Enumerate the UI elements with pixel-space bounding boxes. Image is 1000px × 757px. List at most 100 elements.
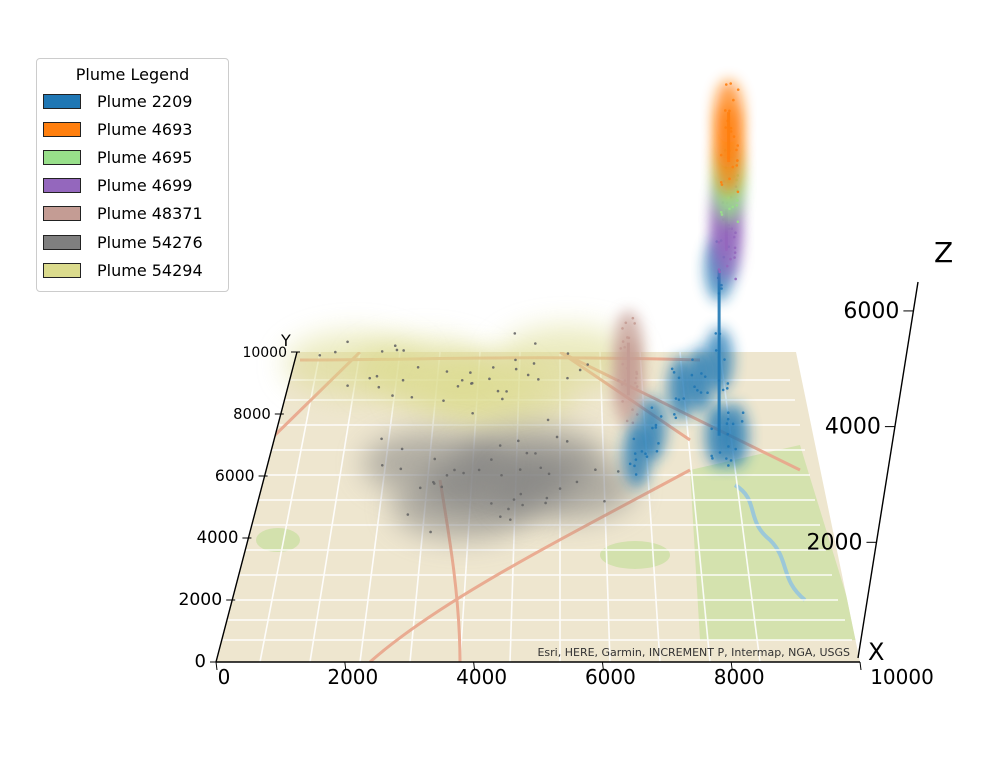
plume-point <box>621 327 624 330</box>
plume-point <box>710 454 714 458</box>
plume-point <box>727 223 731 227</box>
x-tick <box>344 661 347 671</box>
plume-point <box>400 447 404 451</box>
plume-point <box>736 88 740 91</box>
plume-point <box>729 459 733 462</box>
plume-point <box>728 177 731 181</box>
plume-point <box>521 503 524 507</box>
plume-point <box>659 415 663 418</box>
plume-point <box>726 417 730 421</box>
plume-point <box>677 398 681 401</box>
plume-point <box>545 496 549 500</box>
plume-point <box>488 377 491 381</box>
plume-point <box>429 530 432 534</box>
plume-point <box>442 399 445 402</box>
plume-point <box>634 458 638 461</box>
legend-title: Plume Legend <box>75 65 190 84</box>
plume-point <box>505 390 508 393</box>
legend-label: Plume 48371 <box>97 204 203 224</box>
plume-point <box>733 256 736 259</box>
plume-point <box>717 268 721 271</box>
plume-point <box>631 408 634 411</box>
plume-point <box>735 204 739 207</box>
plume-point <box>727 464 730 467</box>
legend-swatch <box>43 262 81 278</box>
plume-point <box>727 196 730 199</box>
plume-point <box>700 372 703 375</box>
plume-point <box>691 358 694 361</box>
plume-point <box>445 474 449 477</box>
plume-point <box>734 277 737 281</box>
plume-point <box>391 394 394 397</box>
legend-swatch <box>43 234 81 250</box>
x-tick-label: 0 <box>218 665 231 689</box>
plume-point <box>616 470 620 473</box>
plume-point <box>416 366 420 369</box>
plume-point <box>469 371 472 374</box>
plume-point <box>537 378 540 381</box>
y-tick-label: 0 <box>195 651 206 672</box>
plume-point <box>620 383 624 386</box>
plume-point <box>732 235 736 239</box>
legend-entry: Plume 4699 <box>37 172 228 200</box>
plume-point <box>733 246 737 250</box>
plume-cloud <box>496 326 637 391</box>
plume-point <box>632 437 636 441</box>
plume-point <box>633 464 636 468</box>
plume-point <box>501 397 504 401</box>
z-axis-line <box>857 281 919 659</box>
plume-point <box>682 397 685 400</box>
plume-point <box>672 371 676 374</box>
plume-point <box>631 316 635 320</box>
plume-point <box>565 440 569 443</box>
plume-point <box>517 439 520 443</box>
plume-point <box>654 426 658 429</box>
plume-point <box>496 389 500 393</box>
plume-point <box>720 183 724 186</box>
plume-point <box>575 480 579 484</box>
x-axis-label: X <box>868 638 884 666</box>
plume-point <box>732 135 736 138</box>
plume-point <box>736 144 740 147</box>
plume-series <box>714 80 743 195</box>
plume-point <box>732 98 735 102</box>
plume-point <box>726 432 730 436</box>
plume-point <box>410 395 414 399</box>
z-tick-label: 4000 <box>825 415 881 440</box>
plume-point <box>621 340 625 343</box>
plume-point <box>346 340 349 344</box>
x-tick-label: 10000 <box>870 665 934 689</box>
legend-entry: Plume 54294 <box>37 256 228 284</box>
x-tick-label: 2000 <box>327 665 378 689</box>
plume-point <box>534 452 537 455</box>
plume-point <box>491 366 495 369</box>
plume-point <box>736 190 740 194</box>
plume-point <box>631 421 635 425</box>
plume-point <box>617 379 620 382</box>
plume-series <box>284 326 637 428</box>
plume-point <box>470 382 473 385</box>
plume-point <box>490 502 493 505</box>
plume-point <box>677 376 681 380</box>
plume-point <box>603 499 606 503</box>
plume-point <box>711 457 714 460</box>
plume-point <box>650 406 654 409</box>
plume-cloud <box>495 456 636 521</box>
plume-series <box>614 310 643 428</box>
plume-point <box>625 419 629 423</box>
plume-point <box>736 199 739 202</box>
plume-point <box>623 345 626 349</box>
plume-point <box>402 349 405 352</box>
plume-point <box>566 352 570 355</box>
plume-point <box>741 411 745 415</box>
plume-point <box>586 363 589 366</box>
y-tick-label: 4000 <box>197 528 239 547</box>
plume-point <box>477 468 481 472</box>
plume-point <box>334 350 337 354</box>
plume-point <box>440 485 444 489</box>
plume-point <box>654 423 658 427</box>
plume-layer <box>284 80 749 539</box>
plume-point <box>346 384 349 387</box>
plume-cloud <box>393 354 534 419</box>
